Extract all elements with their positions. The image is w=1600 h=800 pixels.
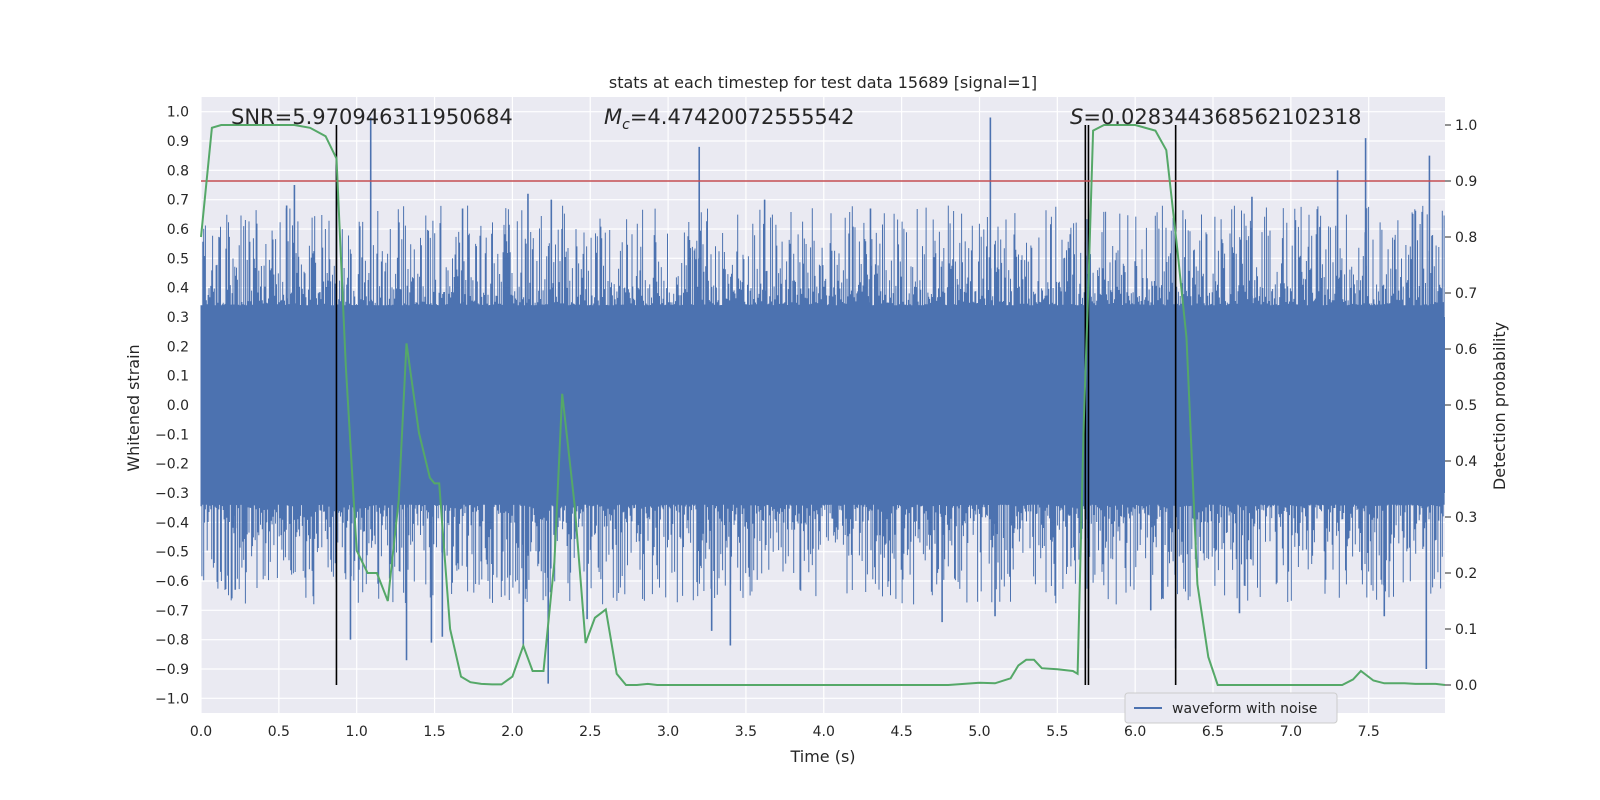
y-tick-label: −0.9 <box>155 662 189 678</box>
y2-tick-label: 0.5 <box>1455 398 1477 414</box>
legend: waveform with noise <box>1124 692 1338 724</box>
y-tick-label: −0.8 <box>155 633 189 649</box>
probability-series <box>200 124 1446 686</box>
y2-tick-label: 1.0 <box>1455 118 1477 134</box>
x-tick-label: 0.5 <box>268 724 290 740</box>
x-tick-label: 7.0 <box>1280 724 1302 740</box>
y-tick-label: 0.9 <box>167 134 189 150</box>
x-tick-label: 1.0 <box>346 724 368 740</box>
y-axis-label: Whitened strain <box>124 344 143 471</box>
y-tick-label: −0.7 <box>155 603 189 619</box>
x-tick-label: 6.0 <box>1124 724 1146 740</box>
legend-entry: waveform with noise <box>1172 701 1317 717</box>
y-tick-label: 0.8 <box>167 163 189 179</box>
y2-tick-label: 0.9 <box>1455 174 1477 190</box>
legend-box <box>1124 692 1338 724</box>
x-tick-label: 5.0 <box>968 724 990 740</box>
y-tick-label: 0.5 <box>167 251 189 267</box>
chirp-mass-annotation: Mc=4.47420072555542 <box>604 105 855 133</box>
y-tick-label: 0.6 <box>167 222 189 238</box>
y-axis-right: 1.0 0.9 0.8 0.7 0.6 0.5 0.4 0.3 0.2 0.1 0.0 <box>1445 118 1477 694</box>
x-tick-label: 3.0 <box>657 724 679 740</box>
y-tick-label: 0.4 <box>167 281 189 297</box>
x-tick-label: 1.5 <box>423 724 445 740</box>
waveform-noise <box>200 205 1445 605</box>
y-tick-label: −0.2 <box>155 457 189 473</box>
x-tick-label: 4.0 <box>813 724 835 740</box>
y-tick-label: −0.1 <box>155 427 189 443</box>
y-axis-left: 1.0 0.9 0.8 0.7 0.6 0.5 0.4 0.3 0.2 0.1 0.0 −0.1 −0.… <box>155 105 189 708</box>
x-axis: 0.0 0.5 1.0 1.5 2.0 2.5 3.0 3.5 4.0 4.5 5.0 5.5 6.0 6… <box>190 724 1380 740</box>
y-tick-label: 1.0 <box>167 105 189 121</box>
y-tick-label: 0.1 <box>167 369 189 385</box>
y2-tick-label: 0.1 <box>1455 622 1477 638</box>
y-tick-label: 0.7 <box>167 193 189 209</box>
y2-tick-label: 0.3 <box>1455 510 1477 526</box>
y-tick-label: −1.0 <box>155 691 189 707</box>
x-tick-label: 6.5 <box>1202 724 1224 740</box>
y-tick-label: −0.3 <box>155 486 189 502</box>
y2-tick-label: 0.7 <box>1455 286 1477 302</box>
y-tick-label: 0.3 <box>167 310 189 326</box>
vertical-lines <box>335 125 1177 685</box>
chart-title: stats at each timestep for test data 156… <box>609 73 1037 92</box>
y2-tick-label: 0.6 <box>1455 342 1477 358</box>
snr-annotation: SNR=5.970946311950684 <box>231 105 513 129</box>
y2-tick-label: 0.2 <box>1455 566 1477 582</box>
y-tick-label: −0.6 <box>155 574 189 590</box>
y-tick-label: 0.0 <box>167 398 189 414</box>
x-tick-label: 4.5 <box>890 724 912 740</box>
x-tick-label: 7.5 <box>1358 724 1380 740</box>
y-tick-label: −0.4 <box>155 515 189 531</box>
y2-tick-label: 0.0 <box>1455 678 1477 694</box>
s-annotation: S=0.028344368562102318 <box>1070 105 1361 129</box>
x-tick-label: 0.0 <box>190 724 212 740</box>
x-tick-label: 3.5 <box>735 724 757 740</box>
x-axis-label: Time (s) <box>789 747 855 766</box>
waveform-series <box>200 117 1445 684</box>
y2-tick-label: 0.8 <box>1455 230 1477 246</box>
y-tick-label: 0.2 <box>167 339 189 355</box>
y2-tick-label: 0.4 <box>1455 454 1477 470</box>
x-tick-label: 2.0 <box>501 724 523 740</box>
x-tick-label: 5.5 <box>1046 724 1068 740</box>
y2-axis-label: Detection probability <box>1490 322 1509 490</box>
y-tick-label: −0.5 <box>155 545 189 561</box>
probability-line <box>200 124 1446 686</box>
x-tick-label: 2.5 <box>579 724 601 740</box>
